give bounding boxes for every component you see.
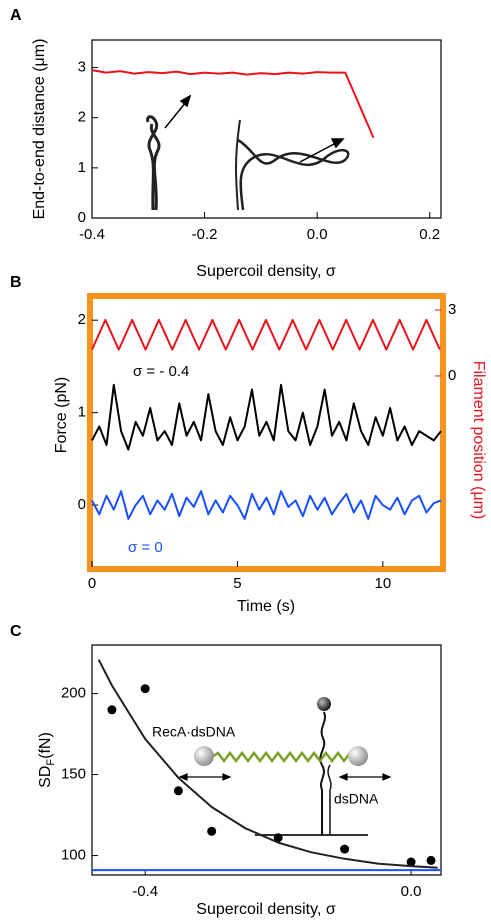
x-axis-title: Time (s) [237,598,295,615]
data-point [406,857,416,867]
data-point [173,786,183,796]
y-tick-label: 3 [78,59,86,76]
data-line [97,659,438,869]
data-point [273,833,283,843]
y-tick-label: 150 [61,766,86,783]
plot-frame [87,293,446,572]
panel-letter: C [10,623,22,640]
y-tick-label: 1 [78,159,86,176]
x-tick-label: 10 [374,575,391,592]
annotation: σ = - 0.4 [133,363,189,380]
data-point [107,705,117,715]
x-tick-label: 0.0 [307,226,328,243]
y2-tick-label: 0 [448,367,456,384]
data-point [426,855,436,865]
y-tick-label: 0 [78,496,86,513]
y-axis-title-unit: (fN) [37,732,54,759]
data-line [91,490,442,520]
y-axis-title: SDF(fN) [37,732,57,788]
x-tick-label: 5 [233,575,241,592]
data-point [140,684,150,694]
y-tick-label: 2 [78,109,86,126]
plot-frame [91,644,442,876]
data-point [207,826,217,836]
y-axis-title-main: SD [37,766,54,788]
dna-sketch [146,115,350,211]
x-tick-label: 0.0 [401,883,422,900]
annotation: σ = 0 [128,539,163,556]
panel-letter: B [10,274,22,291]
inset-label: dsDNA [334,791,379,807]
y2-tick-label: 3 [448,301,456,318]
y-tick-label: 1 [78,404,86,421]
x-axis-title: Supercoil density, σ [196,901,336,918]
y-axis-title: End-to-end distance (μm) [31,39,48,220]
x-tick-label: -0.4 [132,883,158,900]
data-line [91,69,375,139]
y2-axis-title: Filament position (μm) [470,361,487,520]
y-tick-label: 100 [61,847,86,864]
y-tick-label: 0 [78,209,86,226]
x-axis-title: Supercoil density, σ [196,263,336,280]
data-point [340,844,350,854]
y-tick-label: 200 [61,685,86,702]
plot-frame [91,39,442,219]
data-line [91,318,441,351]
y-tick-label: 2 [78,311,86,328]
panel-letter: A [10,7,22,24]
inset-label: RecA·dsDNA [152,724,236,740]
data-line [91,383,442,451]
x-tick-label: 0 [88,575,96,592]
arrow [164,94,345,163]
x-tick-label: -0.4 [79,226,105,243]
inset-sketch [178,697,392,836]
x-tick-label: -0.2 [192,226,218,243]
y-axis-title: Force (pN) [53,377,70,453]
y-axis-title-sub: F [45,759,57,766]
x-tick-label: 0.2 [419,226,440,243]
